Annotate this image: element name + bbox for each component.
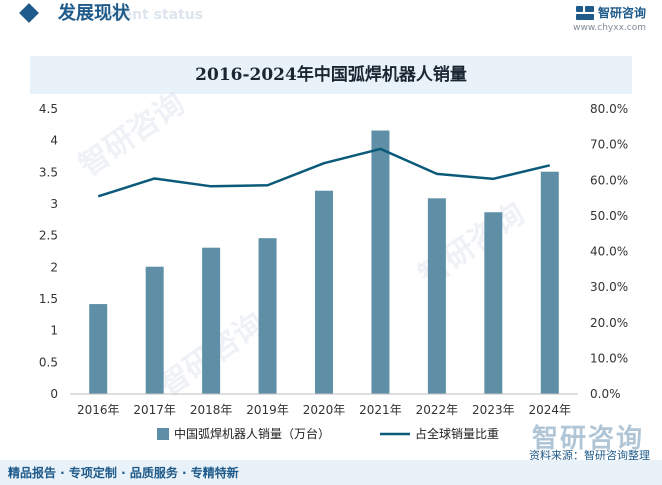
y-left-tick-label: 0.5 xyxy=(39,355,58,369)
footer-tags: 精品报告 · 专项定制 · 品质服务 · 专精特新 xyxy=(8,466,239,480)
y-right-tick-label: 30.0% xyxy=(590,280,628,294)
line-series xyxy=(97,147,551,198)
y-left-tick-label: 0 xyxy=(50,387,58,401)
brand-logo-icon xyxy=(575,5,594,20)
brand-name: 智研咨询 xyxy=(597,6,646,20)
x-tick-label: 2017年 xyxy=(133,403,176,417)
legend-bar-label: 中国弧焊机器人销量（万台） xyxy=(174,426,330,441)
x-tick-label: 2018年 xyxy=(190,403,233,417)
y-left-tick-label: 1.5 xyxy=(39,292,58,306)
x-tick-label: 2020年 xyxy=(303,403,346,417)
bar xyxy=(258,238,277,394)
bar xyxy=(202,247,221,394)
y-left-tick-label: 4.5 xyxy=(39,102,58,116)
x-axis: 2016年 2017年 2018年 2019年 2020年 2021年 2022年 2023年… xyxy=(70,393,578,417)
footer-bar: 精品报告 · 专项定制 · 品质服务 · 专精特新 xyxy=(0,460,662,485)
bar xyxy=(484,212,503,394)
y-right-tick-label: 80.0% xyxy=(590,102,628,116)
y-left-tick-label: 1 xyxy=(50,324,58,338)
x-tick-label: 2021年 xyxy=(359,403,402,417)
section-title: 发展现状 xyxy=(58,3,130,24)
y-left-tick-label: 2 xyxy=(50,260,58,274)
y-left-tick-label: 2.5 xyxy=(39,229,58,243)
y-right-tick-label: 70.0% xyxy=(590,138,628,152)
chart-title: 2016-2024年中国弧焊机器人销量 xyxy=(30,56,632,94)
y-left-tick-label: 3.5 xyxy=(39,165,58,179)
bar xyxy=(89,304,108,394)
y-left-tick-label: 3 xyxy=(50,197,58,211)
legend-line-label: 占全球销量比重 xyxy=(415,426,499,441)
bar xyxy=(427,198,446,394)
x-tick-label: 2019年 xyxy=(246,403,289,417)
bar xyxy=(315,190,333,394)
source-note: 资料来源：智研咨询整理 xyxy=(529,449,650,462)
y-right-tick-label: 50.0% xyxy=(590,209,628,223)
y-axis-left: 0 0.5 1 1.5 2 2.5 3 3.5 4 4.5 xyxy=(39,102,58,401)
bar xyxy=(540,171,559,394)
bar xyxy=(371,130,390,395)
bar xyxy=(145,266,164,394)
x-tick-label: 2024年 xyxy=(529,403,572,417)
watermark-logo: 智研咨询 xyxy=(531,424,644,454)
legend: 中国弧焊机器人销量（万台） 占全球销量比重 xyxy=(157,426,499,441)
x-tick-label: 2023年 xyxy=(472,403,515,417)
y-right-tick-label: 20.0% xyxy=(590,316,628,330)
x-tick-label: 2022年 xyxy=(416,403,459,417)
brand: 智研咨询 www.chyxx.com xyxy=(573,4,646,33)
x-tick-label: 2016年 xyxy=(77,403,120,417)
legend-bar-swatch xyxy=(157,428,169,440)
y-axis-right: 0.0% 10.0% 20.0% 30.0% 40.0% 50.0% 60.0% 70.0% 8… xyxy=(590,102,628,401)
line-path xyxy=(97,147,551,198)
bar-series xyxy=(89,130,559,395)
y-right-tick-label: 0.0% xyxy=(590,387,621,401)
y-right-tick-label: 60.0% xyxy=(590,173,628,187)
y-right-tick-label: 40.0% xyxy=(590,245,628,259)
section-subtitle-en: ment status xyxy=(108,7,204,23)
brand-url: www.chyxx.com xyxy=(573,23,646,33)
section-header: ment status 发展现状 智研咨询 www.chyxx.com xyxy=(0,0,662,42)
y-right-tick-label: 10.0% xyxy=(590,351,628,365)
y-left-tick-label: 4 xyxy=(50,134,58,148)
